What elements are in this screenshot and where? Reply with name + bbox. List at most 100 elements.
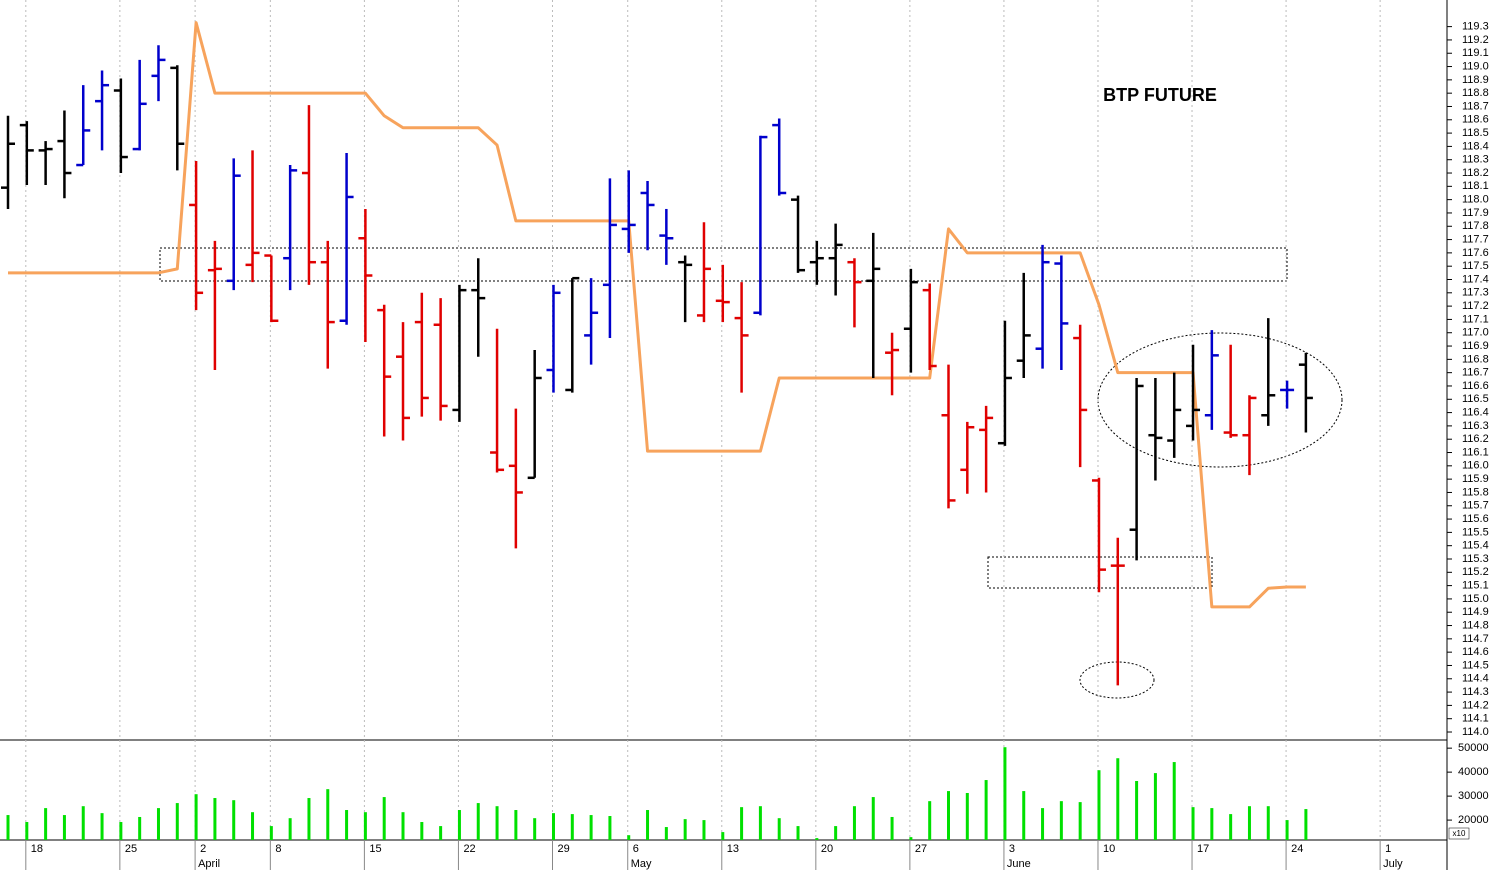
y-tick-label: 118.4	[1462, 140, 1489, 152]
month-label: July	[1383, 858, 1403, 870]
volume-bar	[345, 810, 349, 840]
volume-bar	[194, 794, 198, 840]
volume-bar	[589, 815, 593, 840]
y-tick-label: 118.6	[1462, 114, 1489, 126]
volume-bar	[852, 806, 856, 840]
y-tick-label: 118.8	[1462, 87, 1489, 99]
y-tick-label: 116.4	[1462, 406, 1489, 418]
y-tick-label: 118.7	[1462, 100, 1489, 112]
y-tick-label: 116.9	[1462, 340, 1489, 352]
y-tick-label: 118.2	[1462, 167, 1489, 179]
y-tick-label: 115.1	[1462, 580, 1489, 592]
volume-bar	[608, 816, 612, 840]
y-tick-label: 117.7	[1462, 233, 1489, 245]
volume-bar	[1304, 809, 1308, 840]
volume-bar	[1078, 802, 1082, 840]
volume-bar	[213, 798, 217, 840]
y-tick-label: 118.1	[1462, 180, 1489, 192]
volume-unit: x10	[1453, 829, 1466, 838]
y-tick-label: 114.2	[1462, 699, 1489, 711]
month-label: June	[1007, 858, 1031, 870]
volume-bar	[1191, 807, 1195, 840]
volume-bar	[740, 807, 744, 840]
y-tick-label: 115.3	[1462, 553, 1489, 565]
y-tick-label: 116.3	[1462, 420, 1489, 432]
volume-bar	[1229, 814, 1233, 840]
volume-bar	[664, 827, 668, 840]
x-tick-label: 18	[31, 843, 43, 855]
volume-bar	[476, 803, 480, 840]
x-tick-label: 2	[200, 843, 206, 855]
volume-bar	[721, 832, 725, 840]
y-tick-label: 119.0	[1462, 60, 1489, 72]
volume-bar	[514, 810, 518, 840]
y-tick-label: 115.4	[1462, 540, 1489, 552]
x-tick-label: 8	[275, 843, 281, 855]
y-tick-label: 116.2	[1462, 433, 1489, 445]
volume-bar	[269, 826, 273, 840]
volume-bar	[1041, 808, 1045, 840]
y-tick-label: 118.3	[1462, 154, 1489, 166]
y-tick-label: 114.5	[1462, 659, 1489, 671]
y-tick-label: 116.5	[1462, 393, 1489, 405]
volume-bar	[439, 826, 443, 840]
y-tick-label: 50000	[1458, 742, 1489, 754]
y-tick-label: 114.8	[1462, 619, 1489, 631]
volume-bar	[307, 798, 311, 840]
volume-bar	[156, 808, 160, 840]
volume-bar	[382, 797, 386, 840]
volume-bar	[871, 797, 875, 840]
volume-bar	[6, 815, 10, 840]
volume-bar	[119, 822, 123, 840]
y-tick-label: 116.1	[1462, 446, 1489, 458]
volume-bar	[326, 789, 330, 840]
volume-bar	[363, 812, 367, 840]
volume-bar	[796, 826, 800, 840]
volume-bar	[1003, 747, 1007, 840]
highlight-ellipse	[1097, 332, 1343, 468]
indicator-line	[8, 21, 1306, 609]
volume-bar	[984, 780, 988, 840]
volume-bar	[551, 813, 555, 840]
volume-bar	[533, 818, 537, 840]
y-tick-label: 118.0	[1462, 194, 1489, 206]
volume-bar	[401, 812, 405, 840]
volume-bar	[777, 818, 781, 840]
y-tick-label: 117.0	[1462, 327, 1489, 339]
y-tick-label: 114.7	[1462, 633, 1489, 645]
volume-bar	[175, 803, 179, 840]
y-tick-label: 117.6	[1462, 247, 1489, 259]
x-tick-label: 22	[463, 843, 475, 855]
volume-bar	[457, 810, 461, 840]
volume-bar	[288, 818, 292, 840]
volume-bar	[683, 819, 687, 840]
annotation-shapes	[159, 247, 1343, 699]
y-tick-label: 115.6	[1462, 513, 1489, 525]
y-tick-label: 117.1	[1462, 313, 1489, 325]
volume-bar	[232, 800, 236, 840]
volume-bar	[928, 801, 932, 840]
y-tick-label: 115.5	[1462, 526, 1489, 538]
y-tick-label: 119.1	[1462, 47, 1489, 59]
y-tick-label: 118.5	[1462, 127, 1489, 139]
volume-bar	[909, 837, 913, 840]
x-tick-label: 24	[1291, 843, 1303, 855]
volume-bar	[646, 810, 650, 840]
volume-bar	[947, 791, 950, 840]
y-tick-label: 115.2	[1462, 566, 1489, 578]
volume-bar	[758, 806, 762, 840]
x-tick-label: 3	[1009, 843, 1015, 855]
month-label: April	[198, 858, 220, 870]
volume-bar	[1022, 791, 1026, 840]
y-tick-label: 114.1	[1462, 713, 1489, 725]
x-tick-label: 20	[821, 843, 833, 855]
y-tick-label: 117.2	[1462, 300, 1489, 312]
y-tick-label: 119.2	[1462, 34, 1489, 46]
y-tick-label: 115.8	[1462, 486, 1489, 498]
x-tick-label: 1	[1385, 843, 1391, 855]
y-tick-label: 114.9	[1462, 606, 1489, 618]
y-tick-label: 114.0	[1462, 726, 1489, 738]
y-tick-label: 117.9	[1462, 207, 1489, 219]
